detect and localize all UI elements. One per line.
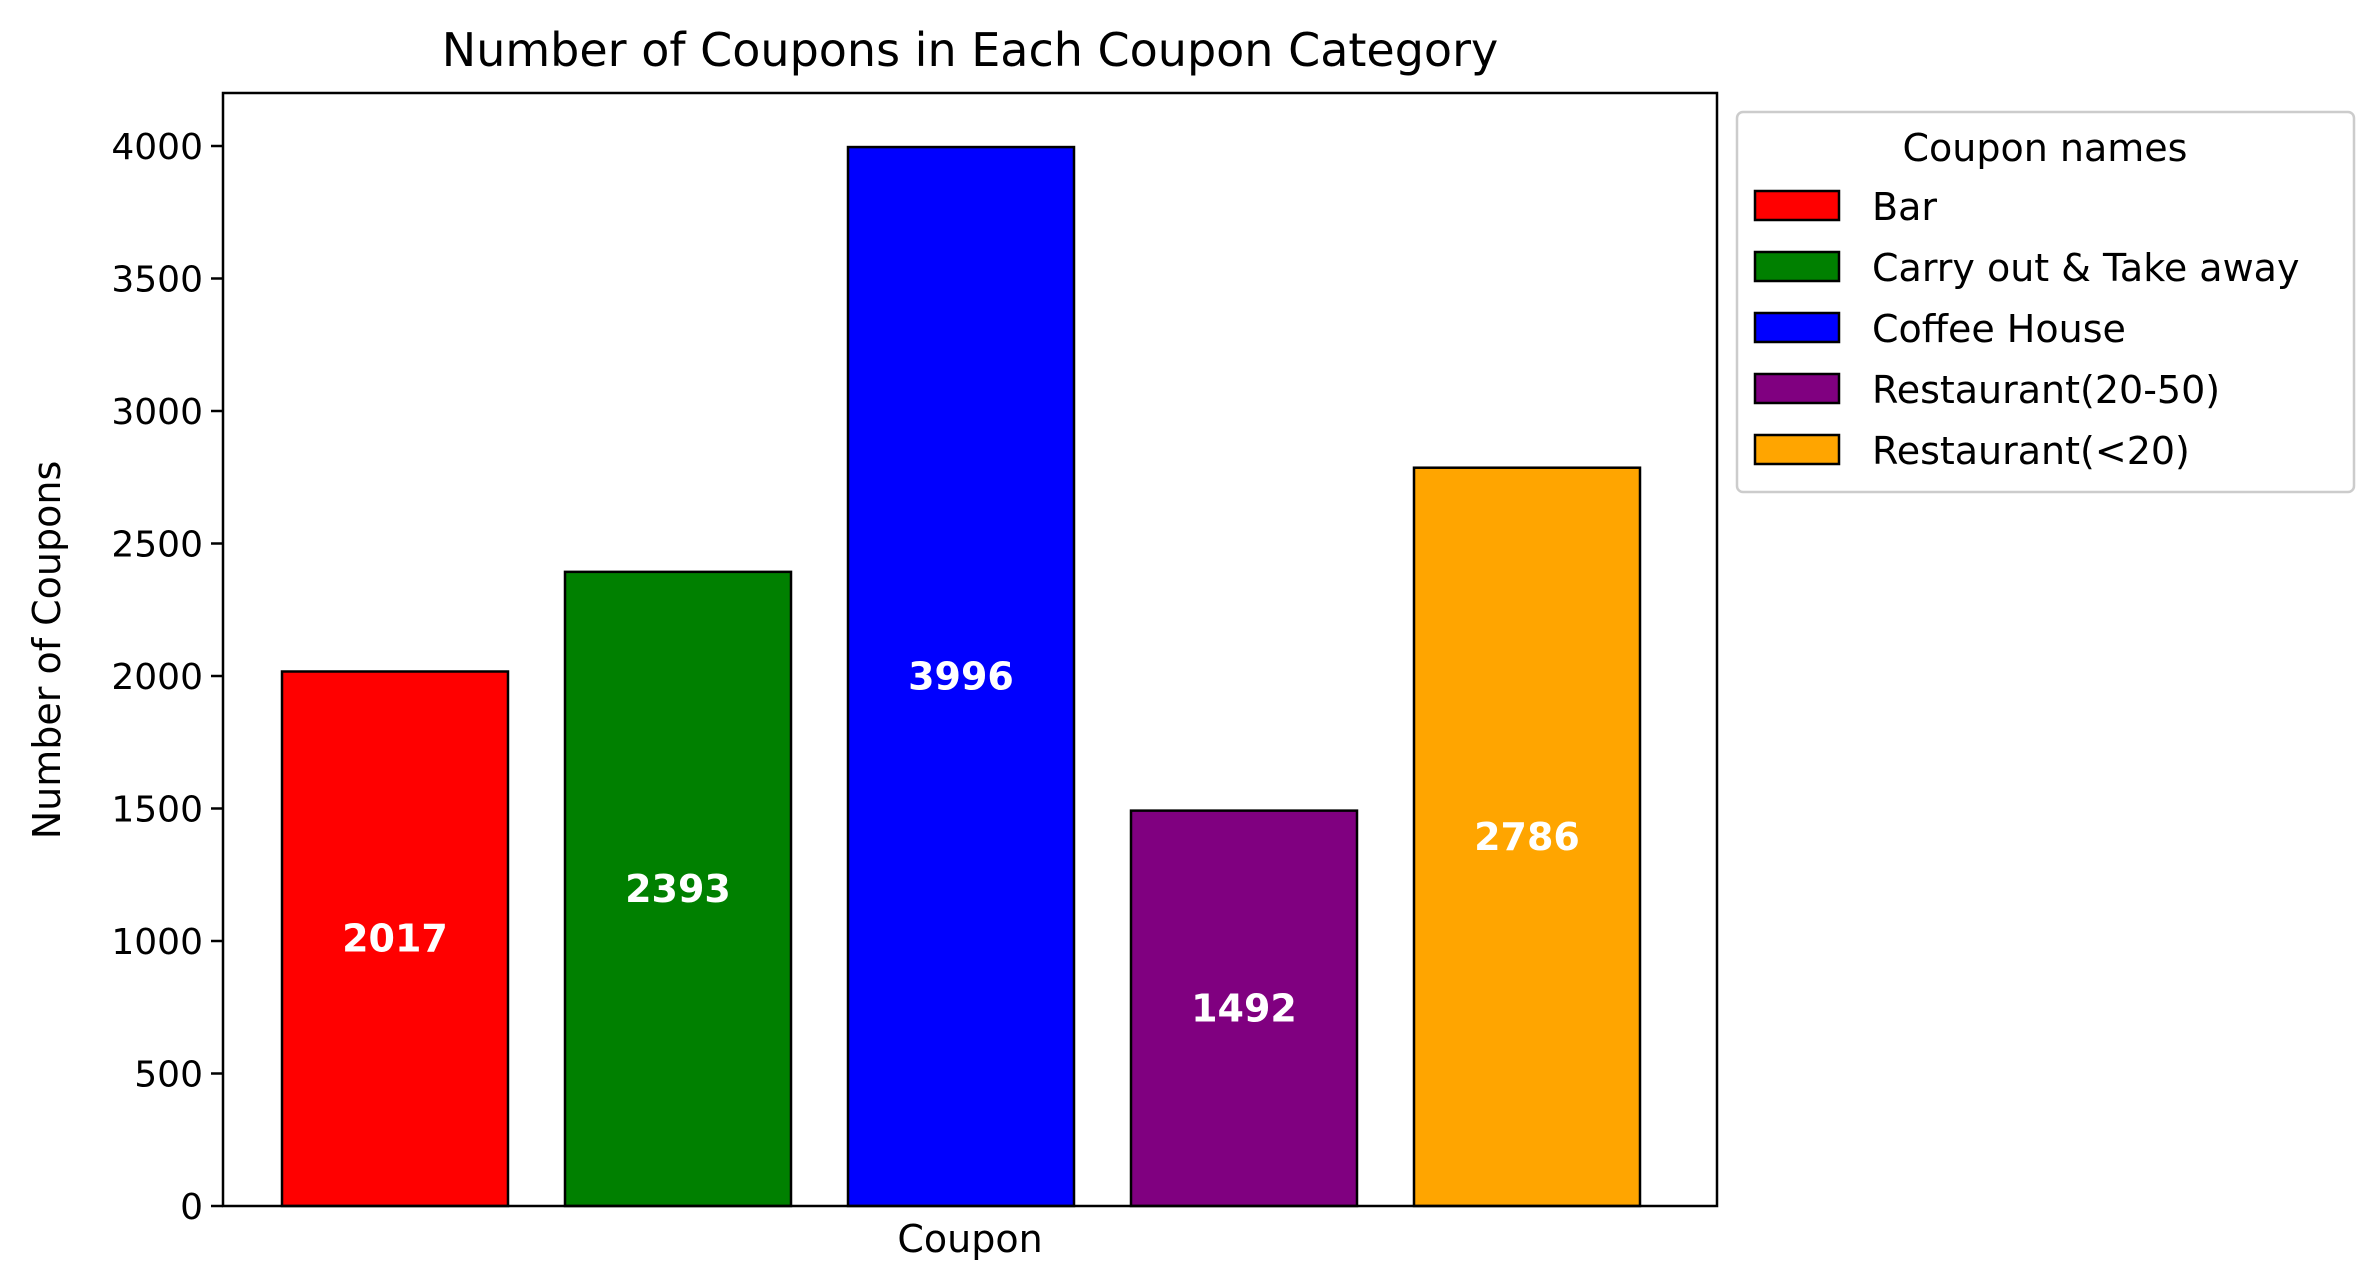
bar-bar bbox=[280, 670, 510, 1208]
legend-entry-coffee-house: Coffee House bbox=[1872, 307, 2126, 351]
bar-value-label: 2017 bbox=[342, 917, 448, 961]
legend-entries: Bar Carry out & Take away Coffee House Rest… bbox=[1753, 185, 2299, 473]
legend-swatch-restaurant-20-50 bbox=[1753, 372, 1841, 405]
y-axis-ticks: 0 500 1000 1500 2000 2500 3000 3500 4000 bbox=[111, 127, 223, 1228]
bar-value-label: 2393 bbox=[625, 867, 731, 911]
chart-title: Number of Coupons in Each Coupon Categor… bbox=[442, 23, 1498, 77]
y-tick-label: 0 bbox=[180, 1187, 203, 1228]
y-tick-label: 1000 bbox=[111, 922, 203, 963]
bars-group bbox=[280, 145, 1642, 1208]
bar-carry-out-take-away bbox=[563, 570, 793, 1208]
x-axis-label: Coupon bbox=[897, 1217, 1042, 1261]
plot-area-frame bbox=[221, 91, 1719, 1208]
legend-entry-bar: Bar bbox=[1872, 185, 1937, 229]
y-tick-label: 500 bbox=[134, 1055, 203, 1096]
legend-swatch-restaurant-20 bbox=[1753, 433, 1841, 466]
bar-coffee-house bbox=[846, 145, 1076, 1208]
legend-entry-restaurant-20-50: Restaurant(20-50) bbox=[1872, 368, 2220, 412]
legend-swatch-coffee-house bbox=[1753, 311, 1841, 344]
legend-entry-restaurant-20: Restaurant(<20) bbox=[1872, 429, 2190, 473]
y-tick-label: 3500 bbox=[111, 260, 203, 301]
bar-restaurant-20-50 bbox=[1129, 809, 1359, 1208]
bar-labels-group: 2017 2393 3996 1492 2786 bbox=[342, 655, 1580, 1031]
legend-frame bbox=[1735, 110, 2356, 494]
y-tick-label: 2500 bbox=[111, 525, 203, 566]
bar-restaurant-20 bbox=[1412, 466, 1642, 1208]
bar-value-label: 3996 bbox=[908, 655, 1014, 699]
legend-title: Coupon names bbox=[1903, 126, 2188, 170]
legend-entry-carry-out-take-away: Carry out & Take away bbox=[1872, 246, 2299, 290]
legend-swatch-bar bbox=[1753, 189, 1841, 222]
y-axis-label: Number of Coupons bbox=[25, 461, 69, 840]
legend: Coupon names Bar Carry out & Take away Cof… bbox=[1735, 110, 2356, 494]
bar-value-label: 1492 bbox=[1191, 986, 1297, 1030]
y-tick-label: 3000 bbox=[111, 392, 203, 433]
bar-value-label: 2786 bbox=[1474, 815, 1580, 859]
legend-swatch-carry-out-take-away bbox=[1753, 250, 1841, 283]
y-tick-label: 1500 bbox=[111, 790, 203, 831]
y-tick-label: 2000 bbox=[111, 657, 203, 698]
y-tick-label: 4000 bbox=[111, 127, 203, 168]
